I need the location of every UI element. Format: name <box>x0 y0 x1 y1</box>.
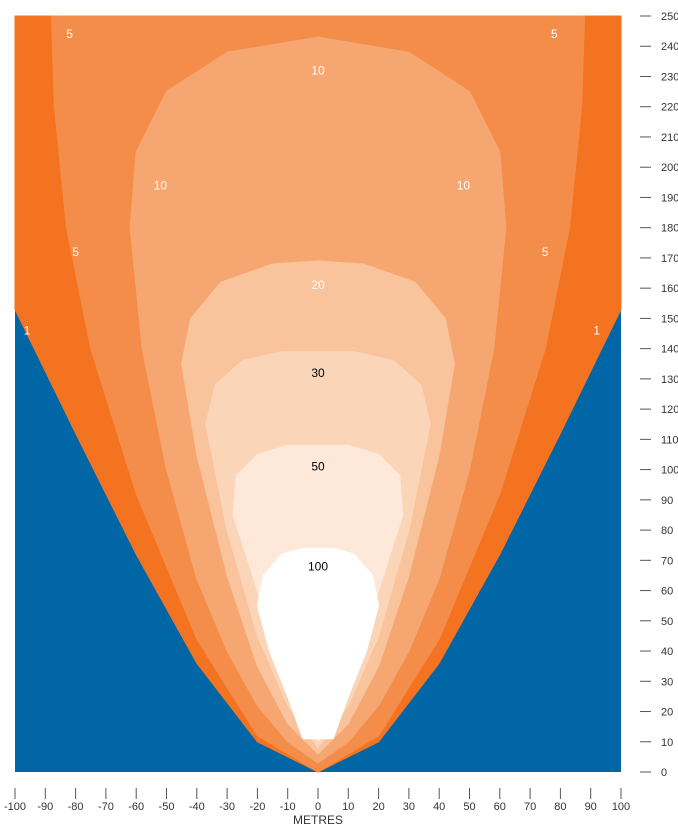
contour-label-5: 5 <box>72 245 79 259</box>
y-tick-label: 110 <box>661 434 678 446</box>
y-tick-label: 100 <box>661 465 678 477</box>
contour-label-5: 5 <box>551 27 558 41</box>
x-tick-label: 20 <box>372 801 384 813</box>
y-tick-label: 240 <box>661 41 678 53</box>
y-tick-label: 130 <box>661 374 678 386</box>
x-tick-label: -80 <box>68 801 84 813</box>
contour-layers <box>14 15 622 773</box>
contour-region-100 <box>256 547 380 740</box>
x-tick-label: -50 <box>159 801 175 813</box>
contour-label-1: 1 <box>593 323 600 337</box>
y-tick-label: 50 <box>661 616 673 628</box>
y-tick-label: 250 <box>661 11 678 23</box>
y-axis: 0 10 20 30 40 50 60 70 80 90 100 110 120 130 140 150 160… <box>640 11 678 779</box>
y-tick-label: 160 <box>661 283 678 295</box>
x-tick-label: 40 <box>433 801 445 813</box>
x-tick-label: 70 <box>524 801 536 813</box>
contour-label-5: 5 <box>542 245 549 259</box>
x-tick-label: -40 <box>189 801 205 813</box>
contour-label-100: 100 <box>308 559 328 573</box>
x-tick-label: 80 <box>554 801 566 813</box>
y-tick-label: 80 <box>661 525 673 537</box>
y-tick-label: 120 <box>661 404 678 416</box>
x-tick-label: 30 <box>403 801 415 813</box>
contour-label-10: 10 <box>457 178 471 192</box>
y-tick-label: 210 <box>661 132 678 144</box>
y-tick-label: 30 <box>661 676 673 688</box>
y-tick-label: 140 <box>661 344 678 356</box>
contour-label-10: 10 <box>311 63 325 77</box>
contour-label-5: 5 <box>66 27 73 41</box>
y-tick-label: 90 <box>661 495 673 507</box>
y-tick-label: 230 <box>661 71 678 83</box>
x-tick-label: 100 <box>612 801 630 813</box>
y-tick-label: 0 <box>661 767 667 779</box>
y-tick-label: 20 <box>661 707 673 719</box>
x-tick-label: 50 <box>463 801 475 813</box>
x-tick-label: -100 <box>4 801 26 813</box>
x-tick-label: 0 <box>315 801 321 813</box>
y-tick-label: 70 <box>661 555 673 567</box>
x-axis-title: METRES <box>293 813 343 827</box>
y-tick-label: 170 <box>661 253 678 265</box>
contour-labels: 1 1 5 5 5 5 10 10 10 20 30 50 100 <box>24 27 601 573</box>
x-tick-label: 60 <box>494 801 506 813</box>
x-tick-label: 90 <box>585 801 597 813</box>
x-tick-label: -60 <box>128 801 144 813</box>
contour-label-1: 1 <box>24 323 31 337</box>
y-tick-label: 190 <box>661 192 678 204</box>
x-tick-label: 10 <box>342 801 354 813</box>
contour-label-50: 50 <box>311 460 325 474</box>
y-tick-label: 180 <box>661 223 678 235</box>
x-tick-label: -30 <box>219 801 235 813</box>
y-tick-label: 220 <box>661 102 678 114</box>
contour-label-10: 10 <box>154 178 168 192</box>
y-tick-label: 40 <box>661 646 673 658</box>
x-tick-label: -90 <box>37 801 53 813</box>
x-tick-label: -20 <box>249 801 265 813</box>
y-tick-label: 60 <box>661 586 673 598</box>
x-tick-label: -70 <box>98 801 114 813</box>
x-axis: -100 -90 -80 -70 -60 -50 -40 -30 -20 -10 0 10 20 30 40… <box>4 788 630 813</box>
contour-label-30: 30 <box>311 366 325 380</box>
y-tick-label: 10 <box>661 737 673 749</box>
contour-label-20: 20 <box>311 278 325 292</box>
y-tick-label: 200 <box>661 162 678 174</box>
y-tick-label: 150 <box>661 313 678 325</box>
x-tick-label: -10 <box>280 801 296 813</box>
